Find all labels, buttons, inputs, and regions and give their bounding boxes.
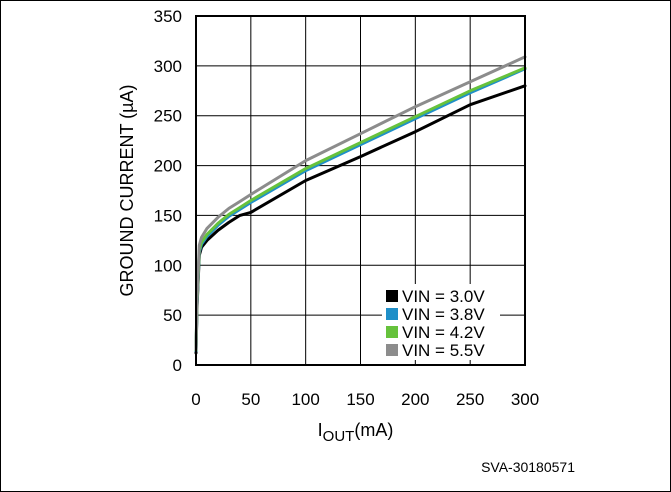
y-tick-label: 0 [173,356,182,375]
legend-swatch [386,290,398,302]
x-tick-labels: 0 50 100 150 200 250 300 [191,390,539,409]
x-tick-label: 0 [191,390,200,409]
y-tick-label: 350 [154,7,182,26]
legend-swatch [386,308,398,320]
y-tick-label: 50 [163,306,182,325]
figure-id: SVA-30180571 [481,459,575,475]
series-lines [194,55,527,355]
y-tick-label: 250 [154,107,182,126]
legend-swatch [386,326,398,338]
legend-label: VIN = 3.8V [402,305,485,324]
x-tick-label: 300 [511,390,539,409]
x-tick-label: 150 [346,390,374,409]
x-axis-label-main: I [318,420,323,440]
legend-box [382,284,500,360]
y-tick-label: 150 [154,206,182,225]
series-line [194,55,527,351]
x-tick-label: 50 [241,390,260,409]
legend-label: VIN = 4.2V [402,323,485,342]
y-tick-label: 300 [154,57,182,76]
x-tick-label: 250 [456,390,484,409]
x-axis-label-subscript: OUT [323,428,355,445]
y-axis-label: GROUND CURRENT (µA) [117,84,137,296]
x-tick-label: 200 [401,390,429,409]
plot-border [195,15,526,366]
x-axis-label-unit: (mA) [354,420,393,440]
legend-swatch [386,344,398,356]
x-tick-label: 100 [291,390,319,409]
y-tick-labels: 0 50 100 150 200 250 300 350 [154,7,182,375]
legend-label: VIN = 3.0V [402,287,485,306]
y-tick-label: 200 [154,157,182,176]
x-axis-label: IOUT(mA) [318,420,394,445]
y-tick-label: 100 [154,256,182,275]
legend-label: VIN = 5.5V [402,341,485,360]
